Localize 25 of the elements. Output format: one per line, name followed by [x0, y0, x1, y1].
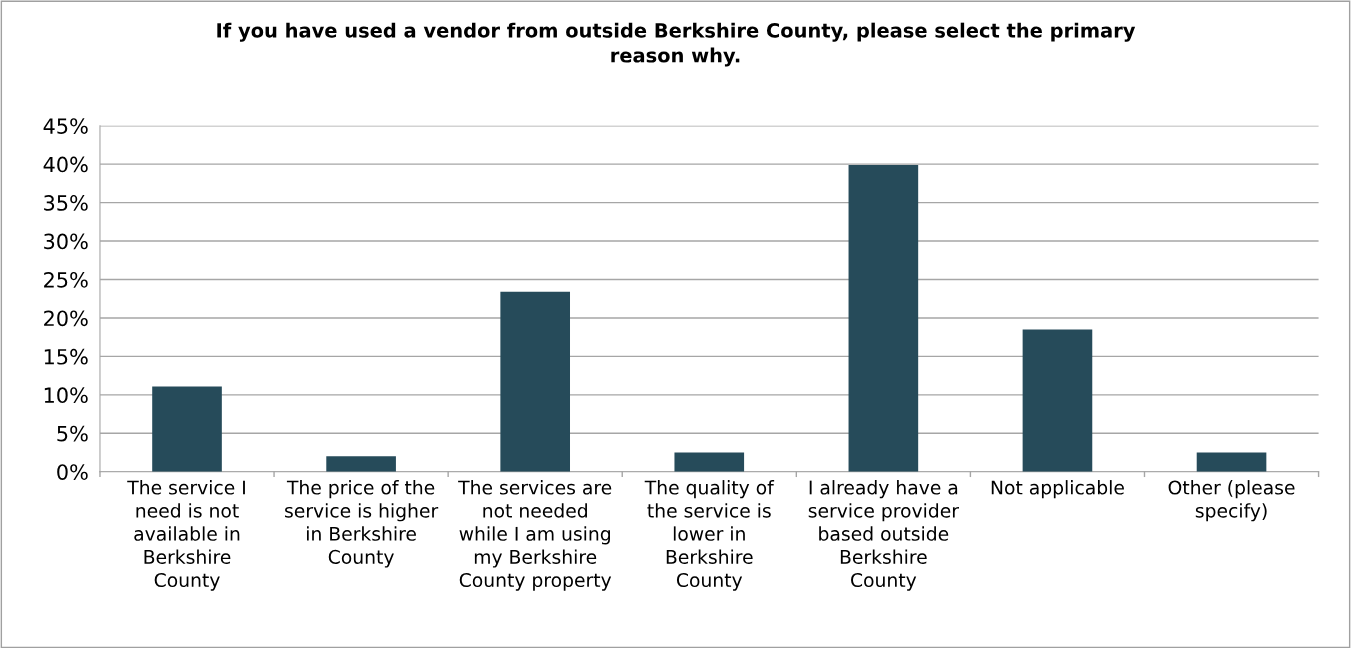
y-tick-label: 20% [44, 310, 88, 327]
x-tick-label: Other (please specify) [1168, 480, 1295, 522]
bar [848, 164, 919, 472]
y-tick-label: 35% [44, 195, 88, 211]
y-tick-label: 40% [43, 156, 88, 173]
bar [1022, 329, 1093, 472]
x-tick-label: The service I need is not available in Berkshire County [127, 480, 245, 591]
y-tick-label: 5% [57, 425, 88, 442]
x-tick-label: The price of the service is higher in Berkshire County [285, 480, 439, 568]
bar [152, 386, 222, 472]
y-tick-label: 25% [44, 271, 88, 288]
y-tick-label: 30% [44, 233, 88, 250]
bar [674, 452, 745, 472]
y-tick-label: 0% [57, 464, 88, 480]
x-tick-label: The quality of the service is lower in Berkshire County [644, 480, 775, 591]
bar [326, 456, 396, 472]
x-tick-label: Not applicable [991, 480, 1124, 499]
x-tick-label: The services are not needed while I am using my Berkshire County property [458, 480, 612, 591]
y-tick-label: 15% [44, 348, 88, 365]
bar [500, 291, 571, 472]
chart-title: If you have used a vendor from outside Berkshire County, please select the primary reason why. [217, 22, 1136, 67]
x-tick-label: I already have a service provider based outside Berkshire County [808, 480, 959, 591]
y-tick-label: 45% [43, 118, 88, 134]
y-tick-label: 10% [44, 387, 88, 404]
bar [1196, 452, 1267, 472]
